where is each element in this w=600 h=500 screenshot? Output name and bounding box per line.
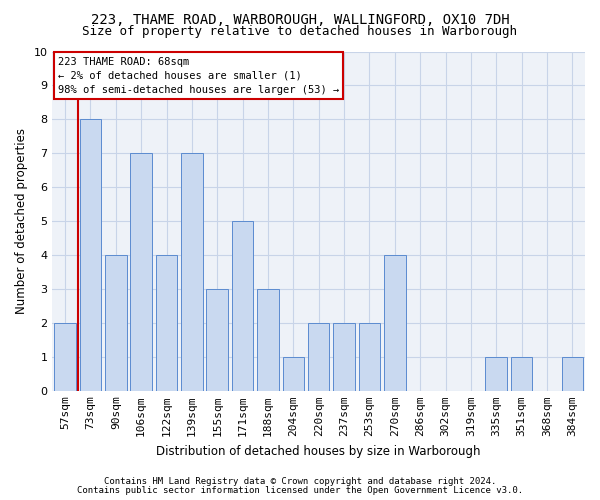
- Bar: [105, 255, 127, 391]
- Text: Size of property relative to detached houses in Warborough: Size of property relative to detached ho…: [83, 25, 517, 38]
- Bar: [55, 323, 76, 391]
- Y-axis label: Number of detached properties: Number of detached properties: [15, 128, 28, 314]
- Bar: [511, 357, 532, 391]
- Bar: [485, 357, 507, 391]
- Text: 223, THAME ROAD, WARBOROUGH, WALLINGFORD, OX10 7DH: 223, THAME ROAD, WARBOROUGH, WALLINGFORD…: [91, 12, 509, 26]
- Bar: [232, 221, 253, 391]
- Bar: [206, 289, 228, 391]
- Bar: [308, 323, 329, 391]
- Bar: [333, 323, 355, 391]
- Text: 223 THAME ROAD: 68sqm
← 2% of detached houses are smaller (1)
98% of semi-detach: 223 THAME ROAD: 68sqm ← 2% of detached h…: [58, 56, 339, 94]
- Bar: [562, 357, 583, 391]
- Bar: [80, 120, 101, 391]
- Bar: [181, 154, 203, 391]
- Bar: [283, 357, 304, 391]
- Bar: [384, 255, 406, 391]
- Bar: [156, 255, 178, 391]
- Bar: [257, 289, 279, 391]
- Bar: [130, 154, 152, 391]
- Text: Contains public sector information licensed under the Open Government Licence v3: Contains public sector information licen…: [77, 486, 523, 495]
- Bar: [359, 323, 380, 391]
- Text: Contains HM Land Registry data © Crown copyright and database right 2024.: Contains HM Land Registry data © Crown c…: [104, 477, 496, 486]
- X-axis label: Distribution of detached houses by size in Warborough: Distribution of detached houses by size …: [157, 444, 481, 458]
